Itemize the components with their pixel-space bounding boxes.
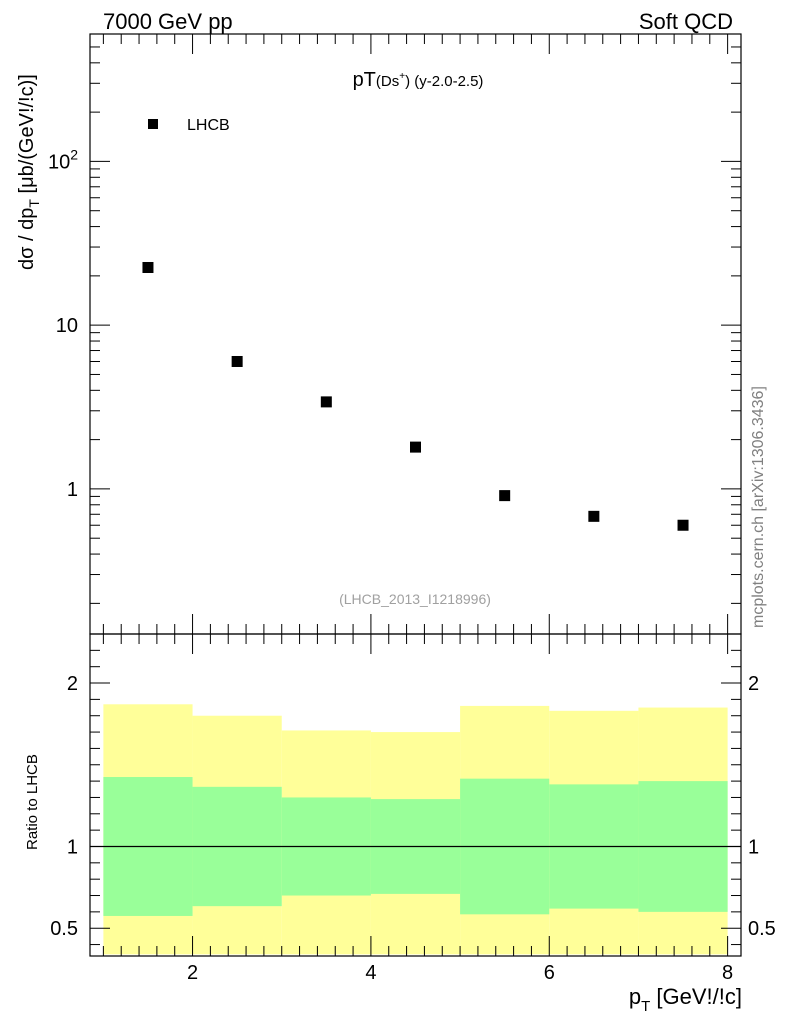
ratio-bands bbox=[103, 704, 728, 955]
data-point bbox=[320, 396, 332, 408]
data-points bbox=[142, 261, 689, 531]
header-right: Soft QCD bbox=[639, 9, 733, 34]
main-y-tick-label-base: 10 bbox=[48, 151, 70, 173]
ratio-y-tick-label-right: 2 bbox=[748, 673, 759, 695]
main-y-axis-label-text: dσ / dp bbox=[16, 208, 38, 270]
ratio-axis-ticks bbox=[90, 634, 741, 956]
main-title: pT(Ds+) (y-2.0-2.5) bbox=[353, 69, 484, 91]
x-tick-label: 2 bbox=[187, 962, 198, 984]
main-title-var: pT bbox=[353, 69, 376, 91]
data-point bbox=[142, 261, 154, 273]
ratio-y-axis-label: Ratio to LHCB bbox=[24, 754, 41, 850]
main-title-close: ) bbox=[405, 73, 410, 90]
ratio-y-tick-label-left: 1 bbox=[67, 836, 78, 858]
legend-label: LHCB bbox=[187, 117, 230, 134]
main-y-axis-label: dσ / dpT [μb/(GeV!/!c)] bbox=[16, 74, 42, 270]
main-y-axis-label-sub: T bbox=[26, 199, 42, 208]
x-tick-label: 8 bbox=[722, 962, 733, 984]
main-y-tick-label: 1 bbox=[67, 479, 78, 501]
data-point bbox=[499, 490, 511, 502]
ratio-panel: 0.5 0.5 1 1 2 2 2 4 6 8 Ratio to LHCB pT [GeV!/!… bbox=[24, 633, 776, 1015]
x-tick-label: 4 bbox=[365, 962, 376, 984]
main-title-particle: (Ds bbox=[376, 73, 399, 90]
ratio-panel-frame bbox=[89, 633, 742, 957]
main-y-tick-label: 10 bbox=[56, 315, 78, 337]
side-label: mcplots.cern.ch [arXiv:1306.3436] bbox=[750, 386, 767, 628]
data-point bbox=[677, 519, 689, 531]
main-y-axis-label-units: [μb/(GeV!/!c)] bbox=[16, 74, 38, 199]
header-left: 7000 GeV pp bbox=[103, 9, 233, 34]
ratio-y-tick-labels: 0.5 0.5 1 1 2 2 bbox=[50, 673, 776, 940]
ratio-y-tick-label-right: 0.5 bbox=[748, 918, 776, 940]
ratio-y-tick-label-left: 2 bbox=[67, 673, 78, 695]
main-title-sup: + bbox=[399, 71, 405, 82]
ratio-x-tick-labels: 2 4 6 8 bbox=[187, 962, 733, 984]
ratio-y-tick-label-right: 1 bbox=[748, 836, 759, 858]
legend-marker bbox=[148, 119, 158, 129]
main-y-tick-label-exp: 2 bbox=[70, 146, 78, 162]
main-y-tick-label: 102 bbox=[48, 146, 78, 173]
main-title-rest: (y-2.0-2.5) bbox=[410, 73, 483, 90]
main-panel: pT(Ds+) (y-2.0-2.5) dσ / dpT [μb/(GeV!/!… bbox=[16, 33, 742, 635]
ratio-y-tick-label-left: 0.5 bbox=[50, 918, 78, 940]
analysis-watermark: (LHCB_2013_I1218996) bbox=[339, 591, 491, 607]
main-axis-ticks bbox=[90, 33, 741, 634]
data-point bbox=[410, 441, 421, 453]
x-tick-label: 6 bbox=[544, 962, 555, 984]
x-axis-label: pT [GeV!/!c] bbox=[629, 984, 742, 1015]
data-point bbox=[588, 510, 600, 522]
x-axis-label-units: [GeV!/!c] bbox=[650, 984, 742, 1009]
x-axis-label-text: p bbox=[629, 984, 641, 1009]
x-axis-label-sub: T bbox=[641, 998, 650, 1015]
data-point bbox=[231, 355, 243, 367]
